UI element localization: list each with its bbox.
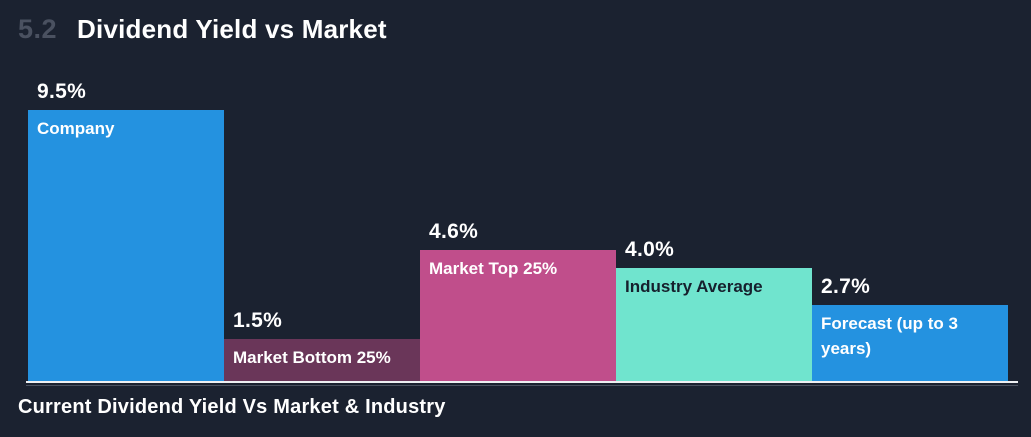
x-axis-line <box>26 381 1018 383</box>
bar-category-label: Industry Average <box>625 277 763 296</box>
chart-bar-forecast-up-to-3-years[interactable]: Forecast (up to 3 years) <box>812 305 1008 382</box>
bar-category-label: Company <box>37 119 115 138</box>
bar-value-label: 1.5% <box>233 309 283 332</box>
section-number: 5.2 <box>18 14 58 44</box>
bar-category-label: Market Top 25% <box>429 259 558 278</box>
bar-value-label: 4.6% <box>429 220 479 243</box>
bar-category-label: Forecast (up to 3 years) <box>821 314 958 358</box>
chart-bar-company[interactable]: Company <box>28 110 224 382</box>
chart-caption: Current Dividend Yield Vs Market & Indus… <box>18 396 446 418</box>
bar-category-label: Market Bottom 25% <box>233 348 391 367</box>
chart-bar-market-top-25[interactable]: Market Top 25% <box>420 250 616 382</box>
x-axis-shadow-line <box>26 385 1018 386</box>
bar-value-label: 4.0% <box>625 238 675 261</box>
chart-header: 5.2 Dividend Yield vs Market <box>18 14 387 45</box>
chart-title: Dividend Yield vs Market <box>77 14 387 44</box>
chart-bar-industry-average[interactable]: Industry Average <box>616 268 812 382</box>
bar-value-label: 9.5% <box>37 80 87 103</box>
bar-value-label: 2.7% <box>821 275 871 298</box>
chart-bar-market-bottom-25[interactable]: Market Bottom 25% <box>224 339 420 382</box>
